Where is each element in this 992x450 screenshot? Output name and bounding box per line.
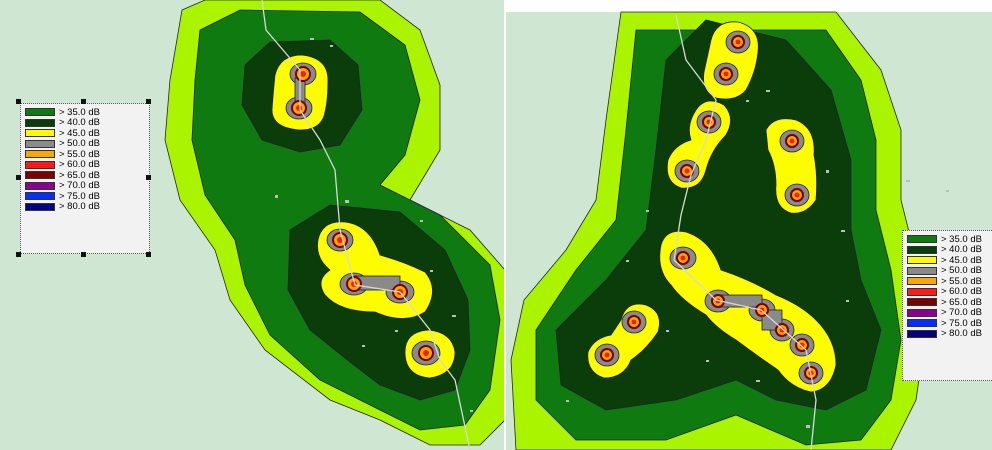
legend-label: > 35.0 dB: [59, 106, 100, 118]
legend-label: > 35.0 dB: [941, 233, 982, 245]
legend-right[interactable]: > 35.0 dB > 40.0 dB > 45.0 dB > 50.0 dB > 55…: [902, 230, 992, 381]
resize-handle[interactable]: [81, 99, 86, 104]
legend-row: > 65.0 dB: [907, 297, 991, 308]
legend-label: > 50.0 dB: [941, 265, 982, 277]
legend-row: > 75.0 dB: [25, 191, 145, 202]
legend-row: > 65.0 dB: [25, 170, 145, 181]
legend-swatch: [25, 171, 55, 180]
legend-row: > 40.0 dB: [907, 244, 991, 256]
contour-45db-lower: [659, 230, 837, 393]
legend-label: > 65.0 dB: [59, 169, 100, 181]
legend-label: > 75.0 dB: [941, 317, 982, 329]
legend-left-rows: > 35.0 dB > 40.0 dB > 45.0 dB > 50.0 dB > 55…: [25, 107, 145, 212]
noise-map-right: > 35.0 dB > 40.0 dB > 45.0 dB > 50.0 dB > 55…: [506, 0, 992, 450]
legend-label: > 65.0 dB: [941, 296, 982, 308]
legend-label: > 40.0 dB: [941, 244, 982, 256]
road-line-right: [673, 14, 817, 450]
legend-label: > 45.0 dB: [941, 254, 982, 266]
legend-row: > 60.0 dB: [907, 286, 991, 298]
legend-swatch: [25, 181, 55, 190]
legend-row: > 80.0 dB: [907, 328, 991, 340]
map-speckles-right: [566, 90, 949, 428]
legend-label: > 80.0 dB: [941, 328, 982, 340]
legend-row: > 55.0 dB: [25, 149, 145, 160]
resize-handle[interactable]: [146, 175, 151, 180]
noise-map-left: > 35.0 dB > 40.0 dB > 45.0 dB > 50.0 dB > 55…: [0, 0, 504, 450]
legend-swatch: [907, 235, 937, 244]
legend-row: > 50.0 dB: [25, 138, 145, 150]
legend-swatch: [25, 150, 55, 159]
legend-swatch: [25, 118, 55, 127]
legend-row: > 70.0 dB: [907, 307, 991, 319]
resize-handle[interactable]: [16, 175, 21, 180]
legend-swatch: [907, 329, 937, 338]
legend-row: > 80.0 dB: [25, 201, 145, 213]
legend-swatch: [907, 245, 937, 254]
legend-swatch: [25, 108, 55, 117]
noise-contour-map-right: [506, 0, 992, 450]
legend-row: > 45.0 dB: [25, 128, 145, 139]
legend-label: > 55.0 dB: [59, 148, 100, 160]
legend-swatch: [907, 277, 937, 286]
legend-row: > 50.0 dB: [907, 265, 991, 277]
legend-row: > 60.0 dB: [25, 159, 145, 171]
legend-swatch: [25, 129, 55, 138]
legend-row: > 70.0 dB: [25, 180, 145, 192]
legend-label: > 60.0 dB: [59, 159, 100, 171]
panel-divider: [504, 0, 506, 450]
resize-handle[interactable]: [81, 252, 86, 257]
legend-swatch: [907, 266, 937, 275]
resize-handle[interactable]: [16, 252, 21, 257]
legend-label: > 70.0 dB: [941, 307, 982, 319]
legend-swatch: [907, 287, 937, 296]
legend-right-rows: > 35.0 dB > 40.0 dB > 45.0 dB > 50.0 dB > 55…: [907, 234, 991, 339]
legend-label: > 60.0 dB: [941, 286, 982, 298]
legend-swatch: [25, 202, 55, 211]
resize-handle[interactable]: [146, 99, 151, 104]
legend-row: > 45.0 dB: [907, 255, 991, 266]
legend-label: > 75.0 dB: [59, 190, 100, 202]
map-speckles-left: [275, 38, 473, 412]
legend-label: > 50.0 dB: [59, 138, 100, 150]
legend-swatch: [907, 319, 937, 328]
noise-sources-right: [600, 35, 818, 380]
legend-swatch: [25, 192, 55, 201]
noise-contour-map-left: [0, 0, 504, 450]
legend-label: > 70.0 dB: [59, 180, 100, 192]
legend-row: > 40.0 dB: [25, 117, 145, 129]
legend-label: > 45.0 dB: [59, 127, 100, 139]
legend-row: > 35.0 dB: [25, 107, 145, 118]
legend-label: > 40.0 dB: [59, 117, 100, 129]
legend-row: > 35.0 dB: [907, 234, 991, 245]
resize-handle[interactable]: [146, 252, 151, 257]
legend-label: > 80.0 dB: [59, 201, 100, 213]
legend-row: > 55.0 dB: [907, 276, 991, 287]
legend-swatch: [25, 160, 55, 169]
legend-swatch: [907, 298, 937, 307]
legend-row: > 75.0 dB: [907, 318, 991, 329]
resize-handle[interactable]: [16, 99, 21, 104]
legend-left[interactable]: > 35.0 dB > 40.0 dB > 45.0 dB > 50.0 dB > 55…: [20, 103, 150, 254]
legend-label: > 55.0 dB: [941, 275, 982, 287]
legend-swatch: [907, 256, 937, 265]
legend-swatch: [25, 139, 55, 148]
legend-swatch: [907, 308, 937, 317]
road-line-left: [261, 0, 471, 450]
